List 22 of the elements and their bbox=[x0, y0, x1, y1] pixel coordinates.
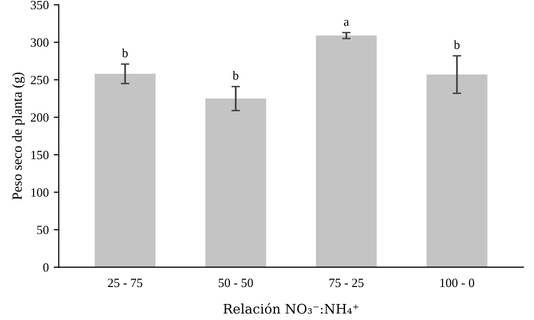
annotation: b bbox=[232, 71, 238, 80]
annotation: b bbox=[454, 40, 460, 50]
x-tick-label: 75 - 25 bbox=[329, 278, 364, 288]
y-tick-label: 50 bbox=[37, 226, 49, 234]
annotation: b bbox=[122, 48, 128, 58]
y-tick-label: 200 bbox=[30, 113, 49, 122]
annotation: a bbox=[344, 20, 349, 26]
bar bbox=[205, 98, 266, 268]
x-axis-title: Relación NO₃⁻:NH₄⁺ bbox=[224, 303, 358, 314]
bar bbox=[426, 74, 488, 268]
y-axis-title: Peso seco de planta (g) bbox=[12, 72, 25, 200]
x-tick-label: 50 - 50 bbox=[218, 278, 253, 288]
y-tick-label: 300 bbox=[30, 38, 49, 47]
y-tick-label: 350 bbox=[30, 0, 49, 10]
y-tick-label: 0 bbox=[43, 263, 49, 272]
y-tick-label: 250 bbox=[30, 76, 49, 84]
x-tick-label: 100 - 0 bbox=[440, 278, 474, 288]
y-tick-label: 100 bbox=[31, 188, 49, 197]
bar bbox=[316, 36, 377, 268]
x-tick-label: 25 - 75 bbox=[108, 278, 142, 288]
bar bbox=[94, 74, 156, 268]
y-tick-label: 150 bbox=[31, 150, 49, 160]
